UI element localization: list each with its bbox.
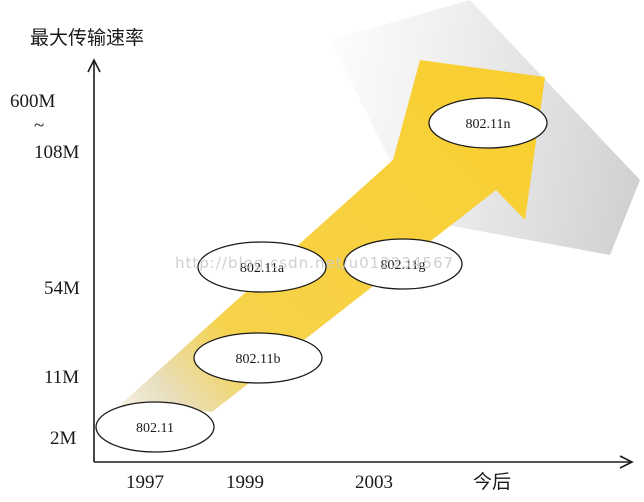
standard-label: 802.11 <box>136 421 174 436</box>
y-tick-11m: 11M <box>44 367 79 388</box>
x-tick-1997: 1997 <box>126 472 164 493</box>
axis-arrowhead-icon <box>87 58 101 73</box>
x-tick-future: 今后 <box>473 471 511 493</box>
standard-label: 802.11b <box>236 352 281 367</box>
y-axis-title: 最大传输速率 <box>30 27 144 49</box>
y-tick-108m: 108M <box>34 142 80 163</box>
standard-node-802-11n: 802.11n <box>428 97 548 149</box>
y-tick-2m: 2M <box>50 428 77 449</box>
watermark: http://blog.csdn.net/u012234567 <box>175 254 454 272</box>
x-tick-1999: 1999 <box>226 472 264 493</box>
y-tick-tilde: ~ <box>34 115 44 136</box>
standard-label: 802.11n <box>466 117 511 132</box>
standard-label: 802.11g <box>381 258 426 273</box>
x-tick-2003: 2003 <box>355 472 393 493</box>
y-tick-600m: 600M <box>10 91 56 112</box>
standard-label: 802.11a <box>240 261 285 276</box>
standard-node-802-11a: 802.11a <box>197 241 327 293</box>
axis-arrowhead-icon <box>619 455 634 469</box>
growth-arrow <box>120 60 545 412</box>
standard-node-802-11b: 802.11b <box>193 332 323 384</box>
y-tick-54m: 54M <box>44 278 80 299</box>
standard-node-802-11: 802.11 <box>95 401 215 453</box>
standard-node-802-11g: 802.11g <box>343 238 463 290</box>
